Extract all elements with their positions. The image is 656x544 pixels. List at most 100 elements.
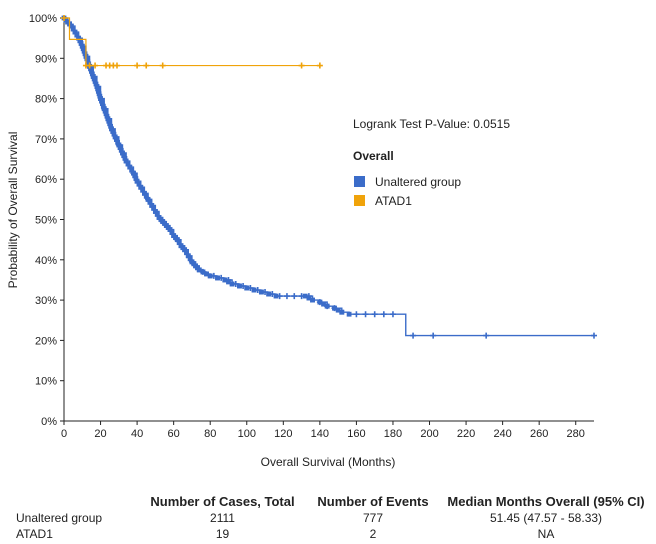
event-marker xyxy=(107,121,113,127)
x-tick-label: 80 xyxy=(204,428,216,440)
event-marker xyxy=(152,209,158,214)
event-marker xyxy=(105,116,111,122)
event-marker xyxy=(109,126,114,132)
event-marker xyxy=(80,46,86,52)
legend-item-unaltered[interactable]: Unaltered group xyxy=(354,175,461,189)
event-marker xyxy=(266,291,272,297)
x-tick-label: 20 xyxy=(94,428,106,440)
event-marker xyxy=(132,173,138,179)
event-marker xyxy=(90,74,96,79)
event-marker xyxy=(100,103,106,109)
censor-mark xyxy=(115,141,122,148)
event-marker xyxy=(121,153,127,159)
row-cases: 2111 xyxy=(210,511,235,525)
censor-mark xyxy=(232,280,239,287)
event-marker xyxy=(81,48,87,54)
event-marker xyxy=(86,61,92,67)
y-axis-title: Probability of Overall Survival xyxy=(6,132,20,289)
censor-mark xyxy=(269,291,276,298)
event-marker xyxy=(321,301,326,307)
series-atad1[interactable] xyxy=(61,15,323,69)
event-marker xyxy=(92,79,98,84)
event-marker xyxy=(96,91,102,97)
event-marker xyxy=(339,309,345,315)
event-marker xyxy=(79,43,85,49)
censor-mark xyxy=(174,236,181,243)
header-events: Number of Events xyxy=(317,494,429,509)
censor-mark xyxy=(298,293,305,300)
event-marker xyxy=(147,199,153,205)
censor-mark xyxy=(362,311,369,318)
event-marker xyxy=(310,297,315,303)
event-marker xyxy=(88,66,93,72)
event-marker xyxy=(273,293,279,299)
legend-item-atad1[interactable]: ATAD1 xyxy=(354,194,412,208)
event-marker xyxy=(95,88,101,94)
row-events: 777 xyxy=(362,511,384,525)
logrank-annotation: Logrank Test P-Value: 0.0515 xyxy=(353,117,510,131)
censor-mark xyxy=(298,62,305,69)
event-marker xyxy=(97,93,103,99)
event-marker xyxy=(85,58,91,64)
event-marker xyxy=(196,267,202,273)
row-group-name: ATAD1 xyxy=(16,527,53,541)
censor-mark xyxy=(199,268,206,275)
event-marker xyxy=(143,193,149,199)
event-marker xyxy=(215,275,220,281)
censor-mark xyxy=(225,276,232,283)
event-marker xyxy=(169,230,175,235)
event-marker xyxy=(102,108,108,114)
event-marker xyxy=(111,131,117,137)
y-tick-label: 50% xyxy=(35,215,57,227)
event-marker xyxy=(98,96,103,101)
event-marker xyxy=(251,287,257,293)
row-median: NA xyxy=(537,527,555,541)
censor-mark xyxy=(143,62,150,69)
survival-chart: 0% 10% 20% 30% 40% 50% 60% 70% 80% 90% 100% 0 20 40 60… xyxy=(6,13,597,469)
event-marker xyxy=(229,281,235,287)
event-marker xyxy=(302,293,308,299)
event-marker xyxy=(185,253,191,259)
x-tick-label: 40 xyxy=(131,428,143,440)
event-marker xyxy=(89,71,95,77)
event-marker xyxy=(103,111,109,117)
event-marker xyxy=(78,41,84,46)
y-tick-label: 70% xyxy=(35,134,57,146)
x-tick-label: 140 xyxy=(311,428,329,440)
censor-mark xyxy=(159,62,166,69)
event-marker xyxy=(72,29,78,35)
row-group-name: Unaltered group xyxy=(16,511,103,525)
series-unaltered-group[interactable] xyxy=(61,15,597,339)
event-marker xyxy=(99,101,105,107)
y-tick-label: 60% xyxy=(35,174,57,186)
header-cases: Number of Cases, Total xyxy=(150,494,295,509)
event-marker xyxy=(104,113,110,119)
censor-mark xyxy=(240,282,247,289)
summary-table: Number of Cases, Total Number of Events … xyxy=(0,494,656,542)
event-marker xyxy=(123,158,129,164)
event-marker xyxy=(117,145,123,151)
censor-mark xyxy=(389,311,396,318)
row-events: 2 xyxy=(369,527,377,541)
censor-mark xyxy=(283,293,290,300)
y-tick-label: 80% xyxy=(35,94,57,106)
censor-mark xyxy=(316,62,323,69)
event-marker xyxy=(244,285,250,291)
event-marker xyxy=(120,150,125,156)
censor-mark xyxy=(291,293,298,300)
event-marker xyxy=(82,51,88,57)
censor-mark xyxy=(134,62,141,69)
event-marker xyxy=(134,178,140,184)
event-marker xyxy=(167,227,173,232)
censor-mark xyxy=(276,293,283,300)
censor-mark xyxy=(371,311,378,318)
event-marker xyxy=(136,181,142,187)
event-marker xyxy=(335,307,341,313)
y-tick-label: 30% xyxy=(35,295,57,307)
event-marker xyxy=(176,240,182,246)
event-marker xyxy=(133,176,139,181)
x-tick-label: 120 xyxy=(274,428,292,440)
x-tick-label: 60 xyxy=(168,428,180,440)
event-marker xyxy=(77,38,83,44)
y-tick-label: 20% xyxy=(35,335,57,347)
